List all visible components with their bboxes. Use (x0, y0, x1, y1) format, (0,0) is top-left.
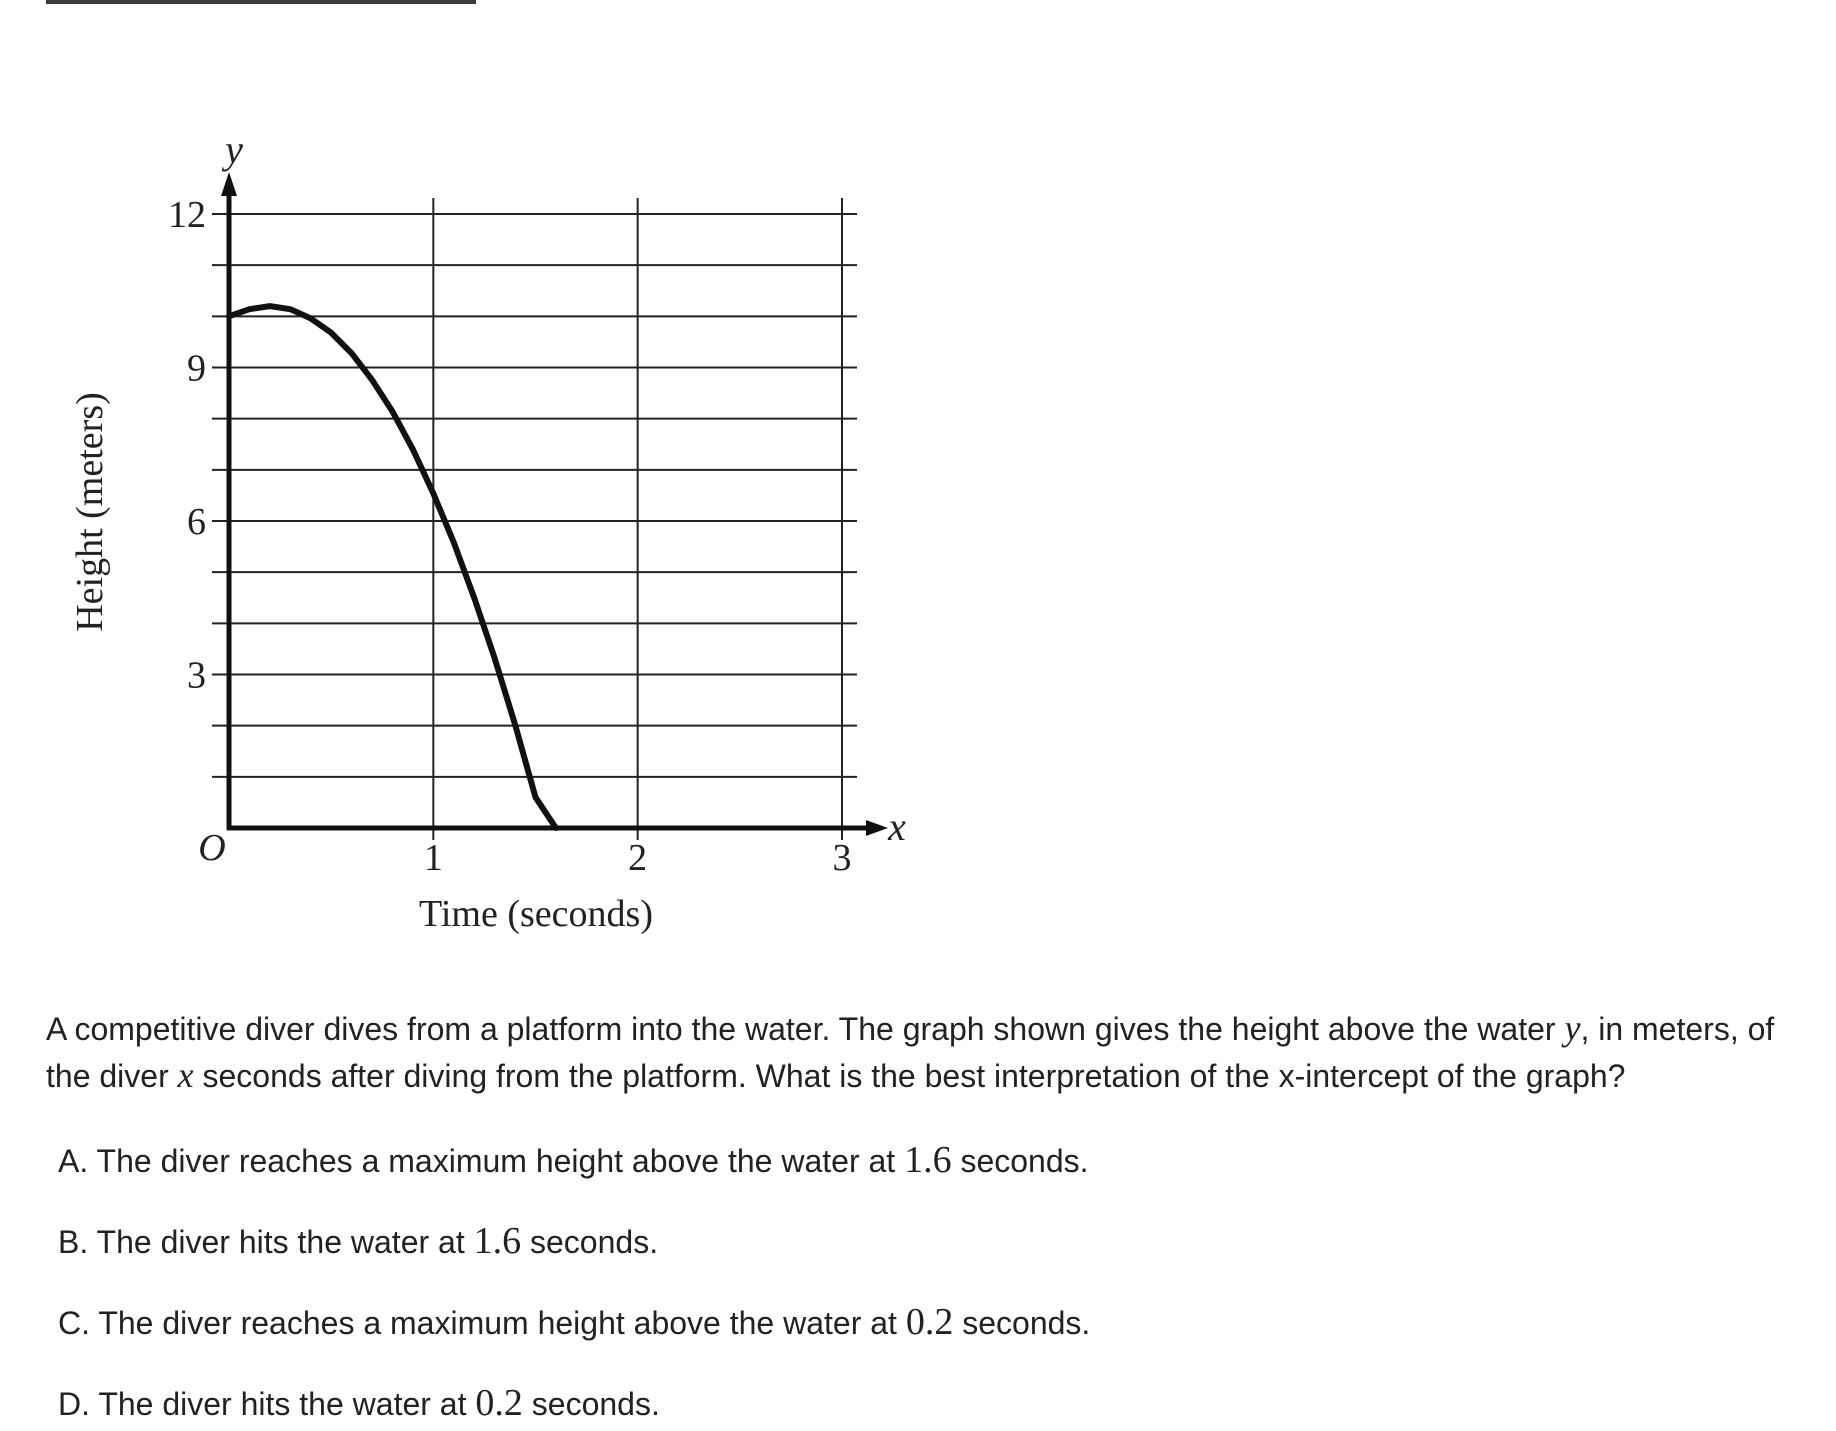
x-axis-letter: x (887, 804, 906, 849)
choice-letter: D. (58, 1386, 90, 1422)
x-tick-label: 1 (424, 837, 443, 879)
x-intercept-term: x (1278, 1058, 1295, 1094)
choice-value: 1.6 (904, 1139, 952, 1181)
series (226, 303, 559, 831)
choice-suffix: seconds. (951, 1143, 1089, 1179)
y-tick-label: 12 (168, 194, 206, 236)
choice-suffix: seconds. (522, 1386, 660, 1422)
question-text: A competitive diver dives from a platfor… (46, 1005, 1786, 1099)
x-axis-title: Time (seconds) (419, 893, 653, 935)
choice-b[interactable]: B. The diver hits the water at 1.6 secon… (58, 1221, 658, 1262)
y-tick-label: 6 (187, 501, 206, 543)
x-tick-label: 2 (628, 837, 647, 879)
question-part-2: , in meters, of the diver (46, 1011, 1775, 1094)
choice-text: The diver hits the water at (98, 1386, 476, 1422)
y-axis-title: Height (meters) (69, 392, 111, 632)
axes (221, 172, 888, 836)
choice-text: The diver hits the water at (96, 1224, 474, 1260)
question-part-4: -intercept of the graph? (1294, 1058, 1626, 1094)
choice-value: 0.2 (475, 1382, 523, 1424)
variable-y: y (1564, 1008, 1581, 1048)
choice-d[interactable]: D. The diver hits the water at 0.2 secon… (58, 1383, 660, 1424)
question-part-1: A competitive diver dives from a platfor… (46, 1011, 1565, 1047)
y-axis-letter: y (221, 127, 243, 172)
height-curve (226, 303, 559, 831)
choice-c[interactable]: C. The diver reaches a maximum height ab… (58, 1302, 1090, 1343)
choice-suffix: seconds. (953, 1305, 1091, 1341)
question-part-3: seconds after diving from the platform. … (193, 1058, 1279, 1094)
x-axis-arrow (866, 820, 888, 836)
origin-label: O (198, 827, 225, 869)
y-tick-label: 9 (187, 348, 206, 390)
variable-x: x (177, 1055, 194, 1095)
y-tick-label: 3 (187, 655, 206, 697)
grid (212, 198, 857, 840)
x-tick-label: 3 (833, 837, 852, 879)
choice-letter: B. (58, 1224, 89, 1260)
choice-value: 1.6 (473, 1220, 522, 1262)
choice-letter: A. (58, 1143, 89, 1179)
choice-a[interactable]: A. The diver reaches a maximum height ab… (58, 1140, 1089, 1181)
choice-text: The diver reaches a maximum height above… (96, 1143, 905, 1179)
top-divider (46, 0, 476, 4)
choice-value: 0.2 (905, 1301, 954, 1343)
choice-text: The diver reaches a maximum height above… (98, 1305, 906, 1341)
choice-letter: C. (58, 1305, 90, 1341)
choice-suffix: seconds. (521, 1224, 659, 1260)
y-axis-arrow (221, 172, 237, 196)
